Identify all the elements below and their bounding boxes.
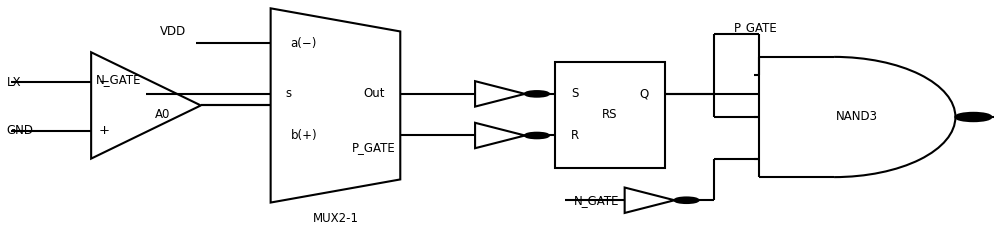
Polygon shape <box>271 8 400 203</box>
Text: Out: Out <box>364 87 385 100</box>
Text: LX: LX <box>6 76 21 89</box>
Text: A0: A0 <box>155 108 170 121</box>
Polygon shape <box>475 123 525 148</box>
Text: b(+): b(+) <box>291 129 317 142</box>
Text: VDD: VDD <box>160 25 186 38</box>
Circle shape <box>955 113 991 121</box>
Text: P_GATE: P_GATE <box>352 141 395 154</box>
Text: GND: GND <box>6 124 33 137</box>
Circle shape <box>675 197 698 203</box>
Text: P_GATE: P_GATE <box>734 21 778 34</box>
Text: Q: Q <box>639 87 649 100</box>
Text: RS: RS <box>602 108 617 121</box>
Text: −: − <box>99 76 110 89</box>
Text: S: S <box>571 87 578 100</box>
Text: MUX2-1: MUX2-1 <box>312 212 358 225</box>
Text: NAND3: NAND3 <box>836 110 878 124</box>
Circle shape <box>525 91 549 97</box>
Polygon shape <box>475 81 525 107</box>
Text: R: R <box>571 129 579 142</box>
Text: +: + <box>99 124 110 137</box>
Bar <box>555 62 665 168</box>
Text: N_GATE: N_GATE <box>95 73 141 87</box>
Polygon shape <box>625 187 675 213</box>
Text: N_GATE: N_GATE <box>574 194 620 207</box>
Text: a(−): a(−) <box>291 37 317 50</box>
Text: s: s <box>286 87 292 100</box>
Circle shape <box>525 133 549 138</box>
